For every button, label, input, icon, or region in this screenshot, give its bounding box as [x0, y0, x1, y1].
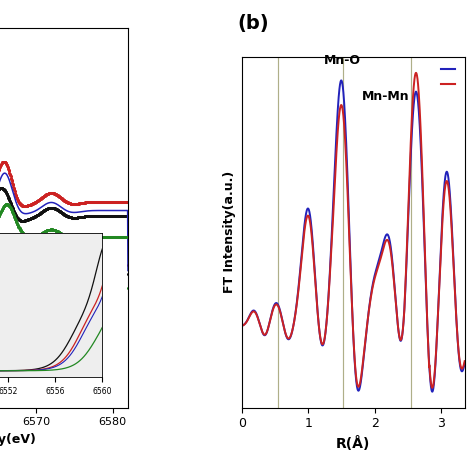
Text: Mn-O: Mn-O	[324, 54, 361, 67]
Text: Mn-Mn: Mn-Mn	[362, 90, 409, 103]
X-axis label: R(Å): R(Å)	[336, 436, 370, 451]
Legend: , : ,	[439, 63, 459, 92]
Text: (b): (b)	[238, 14, 269, 33]
Y-axis label: FT Intensity(a.u.): FT Intensity(a.u.)	[223, 171, 236, 293]
X-axis label: Energy(eV): Energy(eV)	[0, 433, 37, 446]
